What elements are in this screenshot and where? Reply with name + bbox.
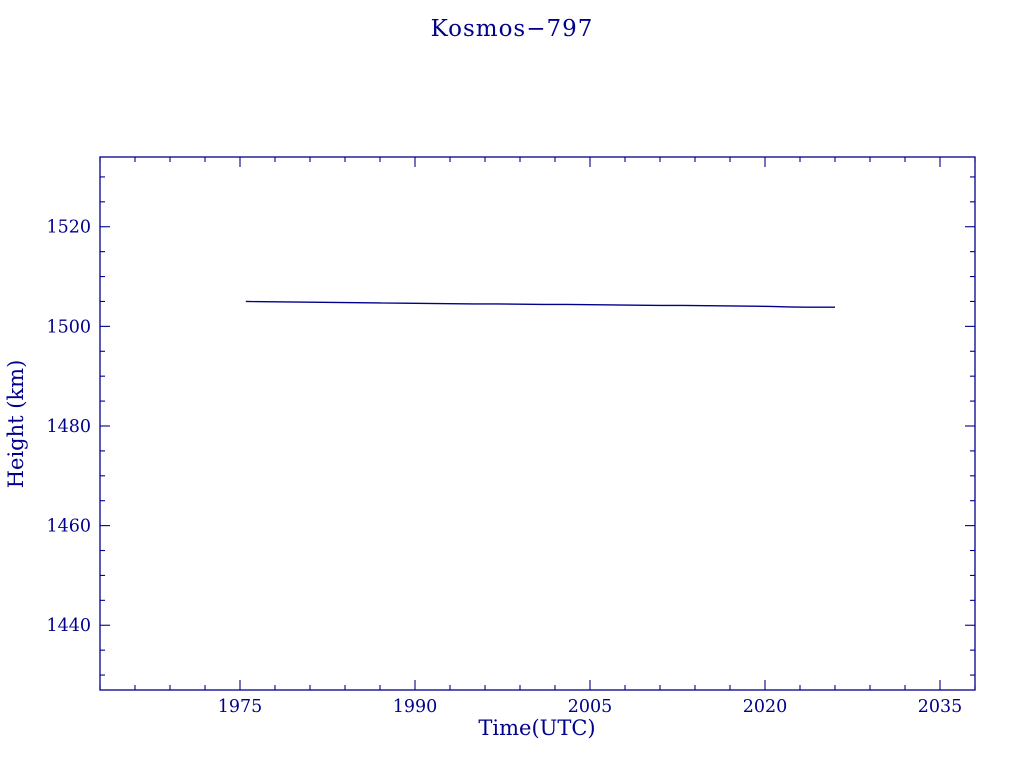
svg-text:1440: 1440 <box>46 616 91 636</box>
svg-text:2020: 2020 <box>743 697 788 717</box>
svg-text:1990: 1990 <box>393 697 438 717</box>
series-orbit-height <box>245 300 835 308</box>
x-axis-label: Time(UTC) <box>478 716 596 740</box>
chart-title: Kosmos−797 <box>430 16 594 42</box>
svg-text:2005: 2005 <box>568 697 613 717</box>
svg-text:1480: 1480 <box>46 417 91 437</box>
svg-text:1520: 1520 <box>46 218 91 238</box>
y-axis-label: Height (km) <box>4 359 28 489</box>
svg-text:2035: 2035 <box>918 697 963 717</box>
svg-text:1500: 1500 <box>46 317 91 337</box>
svg-text:1460: 1460 <box>46 517 91 537</box>
svg-text:1975: 1975 <box>218 697 263 717</box>
